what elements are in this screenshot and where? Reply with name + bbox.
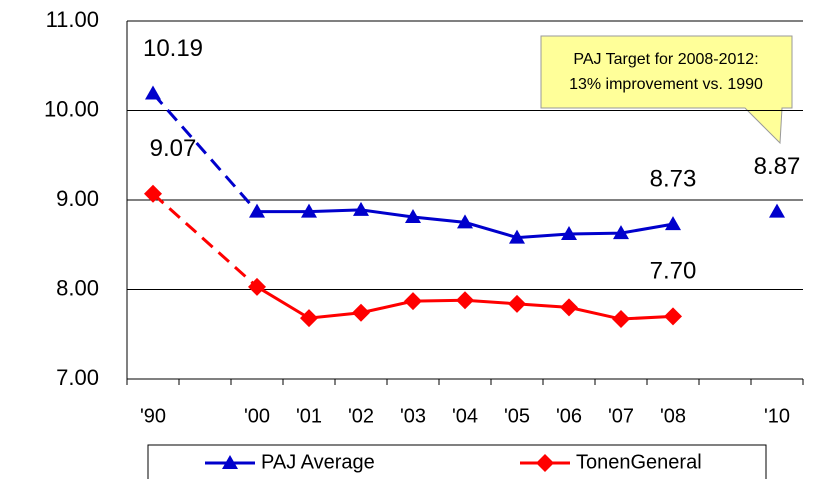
legend-label: TonenGeneral (576, 451, 702, 473)
x-tick-label: '02 (348, 405, 374, 427)
marker (248, 277, 266, 296)
marker (560, 298, 578, 317)
data-label: 10.19 (143, 35, 203, 62)
marker (665, 216, 681, 231)
x-tick-label: '05 (504, 405, 530, 427)
x-tick-label: '03 (400, 405, 426, 427)
marker (352, 303, 370, 322)
x-tick-label: '90 (140, 405, 166, 427)
marker (561, 226, 577, 241)
marker (613, 225, 629, 240)
marker (144, 184, 162, 203)
y-tick-label: 8.00 (56, 275, 99, 300)
x-tick-label: '08 (660, 405, 686, 427)
gap-link (151, 92, 259, 213)
x-tick-label: '04 (452, 405, 478, 427)
annotation-callout (540, 35, 793, 145)
marker (145, 85, 161, 100)
marker (612, 310, 630, 329)
y-tick-label: 7.00 (56, 365, 99, 390)
data-label: 8.87 (754, 153, 801, 180)
marker (301, 203, 317, 218)
x-tick-label: '07 (608, 405, 634, 427)
marker (353, 201, 369, 216)
marker (508, 294, 526, 313)
x-tick-label: '10 (764, 405, 790, 427)
data-label: 7.70 (650, 258, 697, 285)
annotation-line: 13% improvement vs. 1990 (569, 76, 763, 93)
y-tick-label: 11.00 (46, 7, 99, 32)
annotation-line: PAJ Target for 2008-2012: (573, 51, 758, 68)
marker (769, 203, 785, 218)
y-tick-label: 9.00 (56, 186, 99, 211)
x-tick-label: '06 (556, 405, 582, 427)
gap-link (151, 192, 259, 288)
data-label: 9.07 (150, 135, 197, 162)
legend-label: PAJ Average (261, 451, 375, 473)
marker (404, 292, 422, 311)
marker (249, 203, 265, 218)
data-label: 8.73 (650, 166, 697, 193)
marker (405, 209, 421, 224)
x-tick-label: '01 (296, 405, 322, 427)
x-tick-label: '00 (244, 405, 270, 427)
marker (664, 307, 682, 326)
marker (456, 291, 474, 310)
marker (300, 309, 318, 328)
legend-marker (222, 455, 238, 469)
legend-marker (536, 454, 554, 472)
marker (457, 214, 473, 229)
y-tick-label: 10.00 (44, 96, 99, 121)
marker (509, 229, 525, 244)
